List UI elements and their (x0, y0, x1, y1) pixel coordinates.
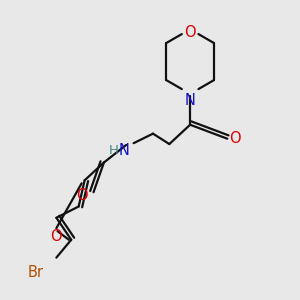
Text: Br: Br (28, 265, 43, 280)
Text: O: O (76, 188, 88, 203)
Text: O: O (51, 229, 62, 244)
Text: O: O (229, 131, 241, 146)
Text: O: O (184, 25, 196, 40)
Text: H: H (109, 144, 119, 157)
Text: N: N (185, 93, 196, 108)
Text: N: N (119, 143, 130, 158)
